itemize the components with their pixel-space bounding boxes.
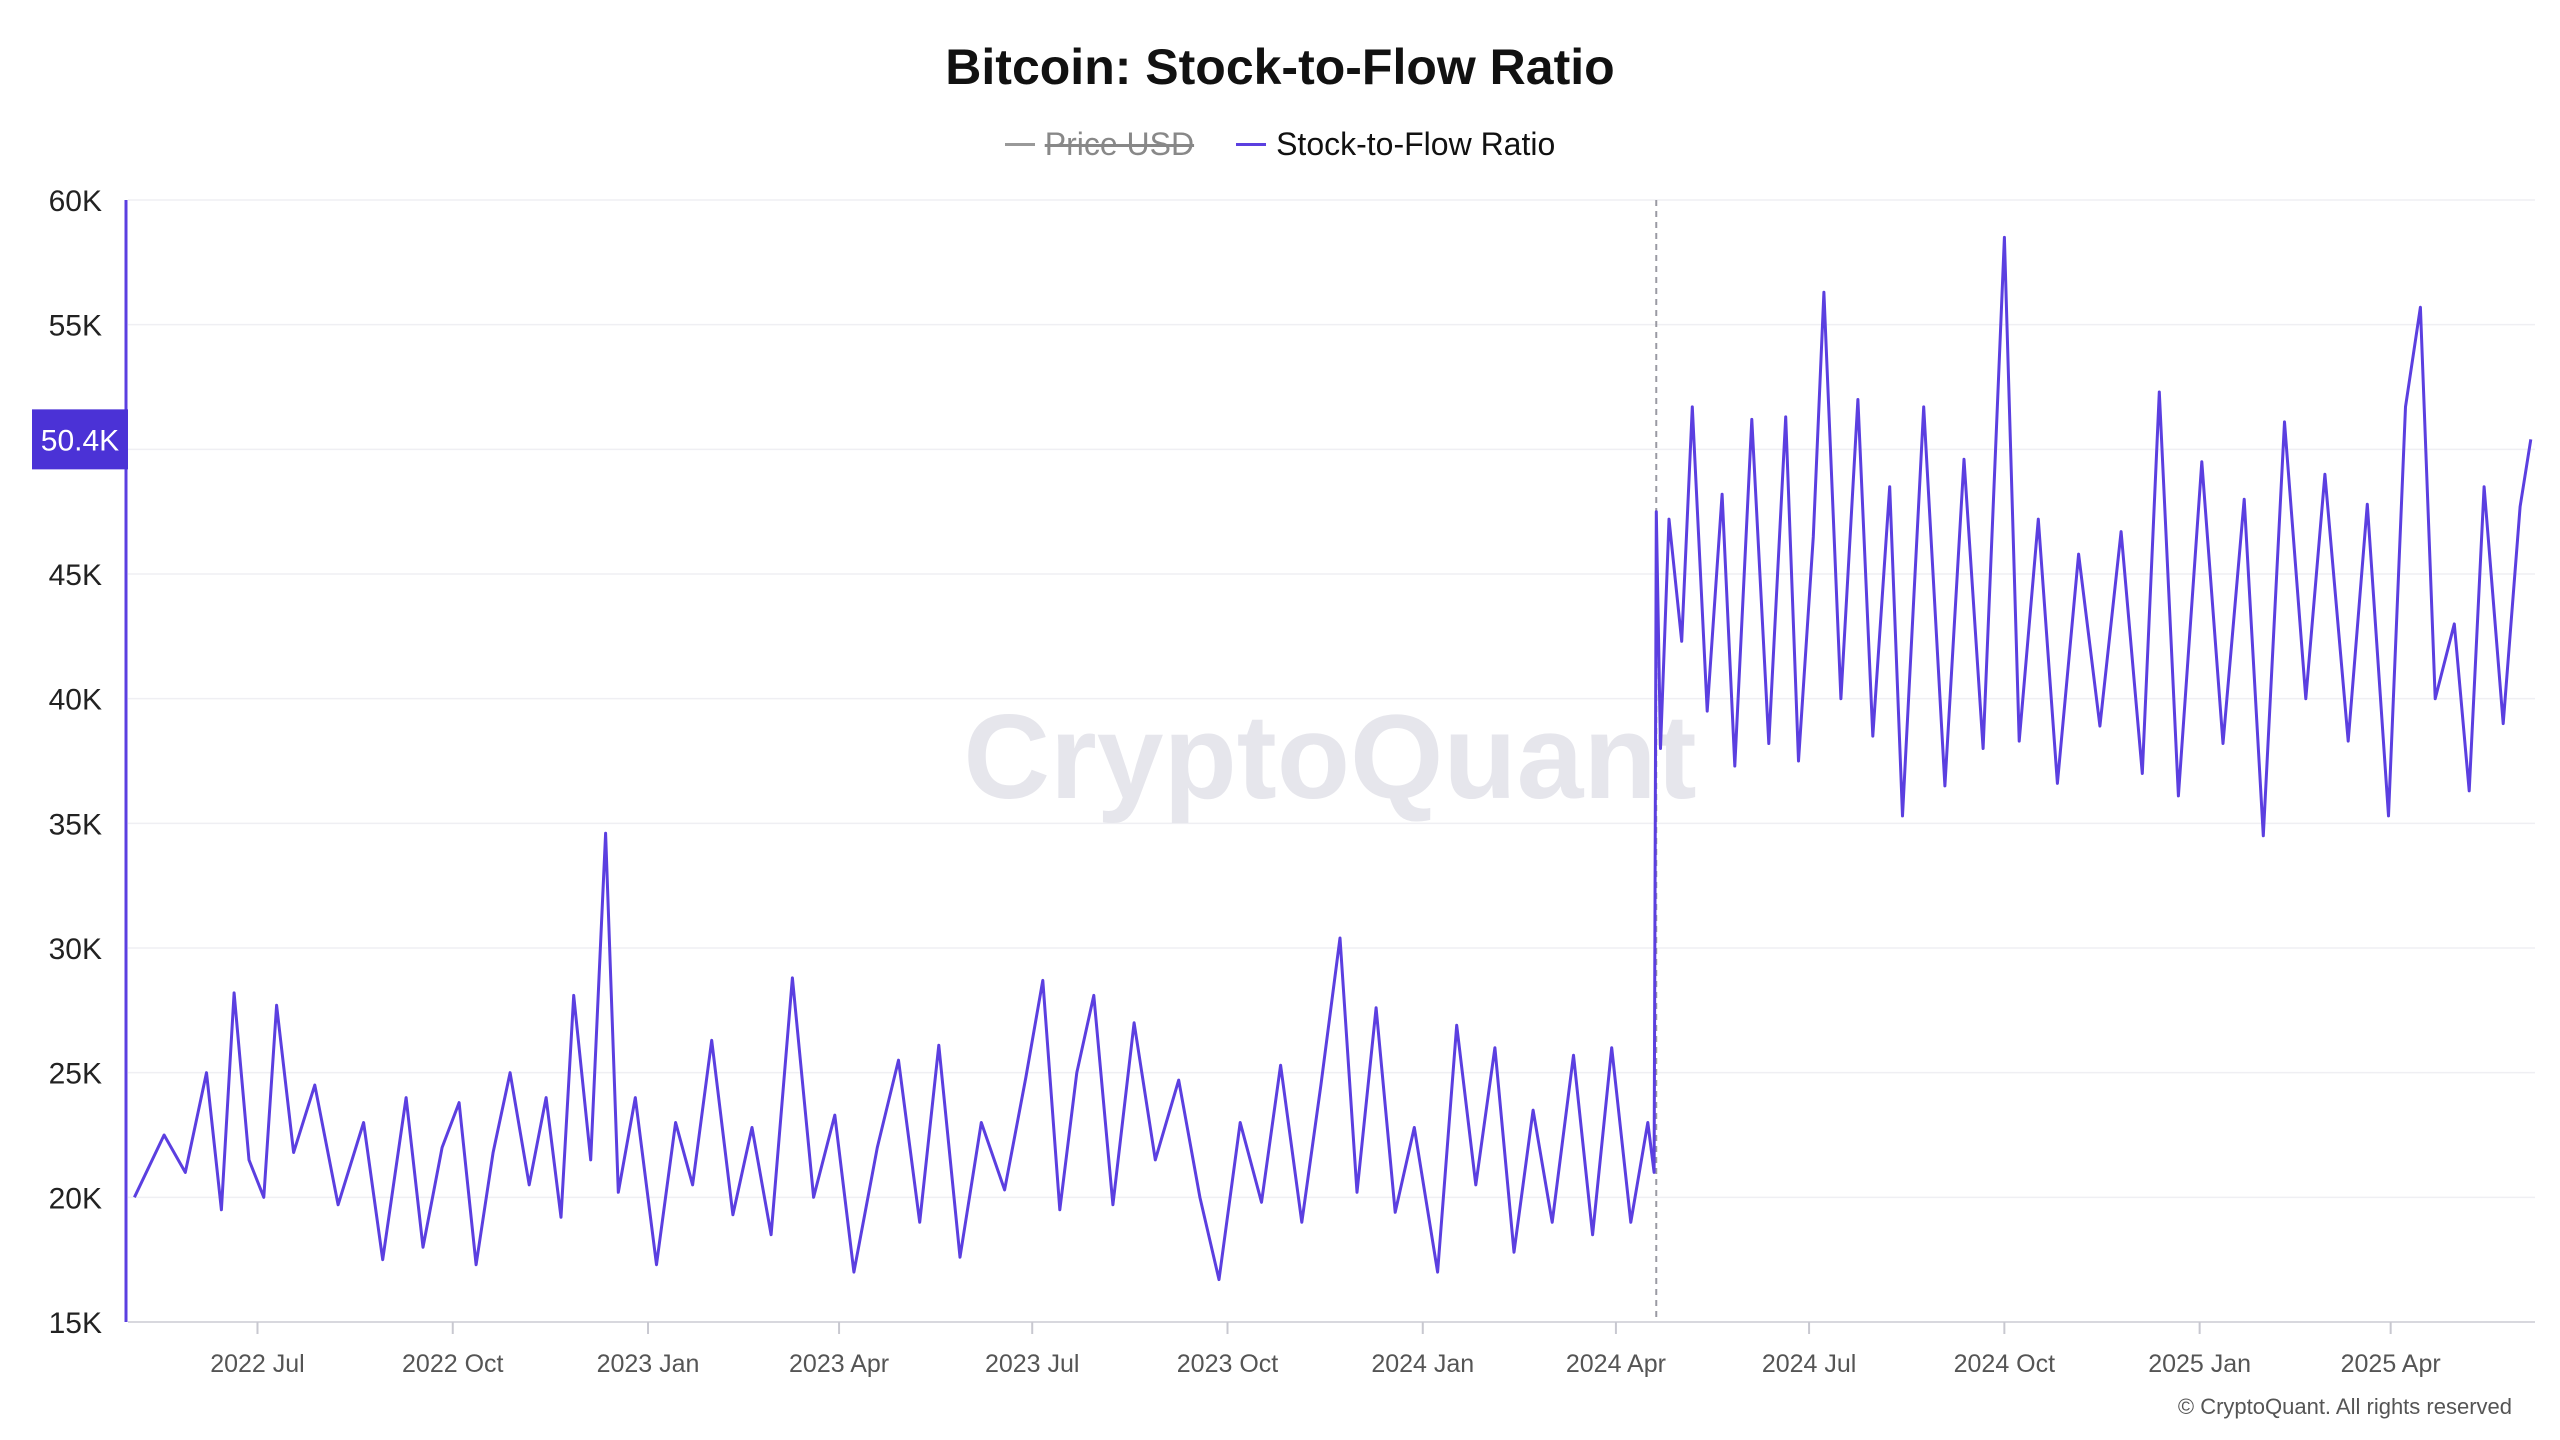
x-tick-label: 2025 Apr [2341, 1350, 2441, 1378]
series-line-stock-to-flow[interactable] [133, 235, 2533, 1282]
x-tick-label: 2023 Apr [789, 1350, 889, 1378]
axis-layer [124, 200, 2535, 1334]
legend-label-stock-to-flow: Stock-to-Flow Ratio [1276, 125, 1556, 162]
x-tick-label: 2024 Jul [1762, 1350, 1857, 1378]
chart-title: Bitcoin: Stock-to-Flow Ratio [945, 39, 1615, 95]
y-tick-label: 15K [49, 1307, 102, 1340]
x-tick-label: 2025 Jan [2148, 1350, 2251, 1378]
y-tick-label: 45K [49, 559, 102, 592]
legend-swatch-stock-to-flow [1236, 142, 1267, 146]
x-tick-label: 2023 Jul [985, 1350, 1080, 1378]
y-tick-label: 35K [49, 808, 102, 841]
legend-item-stock-to-flow[interactable]: Stock-to-Flow Ratio [1236, 126, 1555, 163]
x-tick-label: 2024 Jan [1371, 1350, 1474, 1378]
last-value-label: 50.4K [41, 424, 119, 457]
legend: Price USD Stock-to-Flow Ratio [0, 122, 2560, 166]
watermark-logo: CryptoQuant [963, 690, 1696, 824]
x-tick-label: 2022 Jul [210, 1350, 305, 1378]
x-tick-label: 2023 Jan [597, 1350, 700, 1378]
y-tick-label: 20K [49, 1182, 102, 1215]
x-tick-label: 2022 Oct [402, 1350, 504, 1378]
y-tick-label: 55K [49, 310, 102, 343]
copyright-text: © CryptoQuant. All rights reserved [2177, 1394, 2512, 1419]
legend-label-price-usd: Price USD [1044, 125, 1195, 162]
x-tick-label: 2024 Oct [1954, 1350, 2056, 1378]
x-axis-labels: 2022 Jul 2022 Oct 2023 Jan 2023 Apr 2023 Jul… [210, 1350, 2441, 1378]
x-tick-label: 2023 Oct [1177, 1350, 1279, 1378]
y-axis-labels: 15K20K25K30K35K40K45K50K55K60K [49, 185, 102, 1340]
y-tick-label: 25K [49, 1058, 102, 1091]
last-value-badge [32, 409, 128, 470]
y-tick-label: 30K [49, 933, 102, 966]
y-tick-label: 60K [49, 185, 102, 218]
legend-item-price-usd[interactable]: Price USD [1004, 125, 1195, 163]
y-tick-label: 40K [49, 684, 102, 717]
legend-swatch-price-usd [1004, 142, 1035, 146]
last-value-layer: 50.4K [32, 409, 128, 470]
x-tick-label: 2024 Apr [1566, 1350, 1666, 1378]
series-layer [133, 235, 2533, 1282]
